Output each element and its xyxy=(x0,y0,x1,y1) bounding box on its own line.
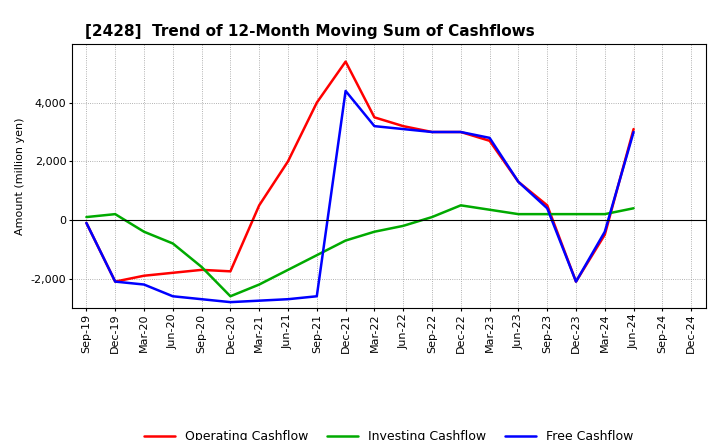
Operating Cashflow xyxy=(485,138,494,143)
Operating Cashflow xyxy=(514,179,523,184)
Operating Cashflow xyxy=(456,129,465,135)
Investing Cashflow xyxy=(82,214,91,220)
Operating Cashflow xyxy=(312,100,321,105)
Investing Cashflow xyxy=(255,282,264,287)
Operating Cashflow xyxy=(168,270,177,275)
Operating Cashflow xyxy=(255,203,264,208)
Operating Cashflow xyxy=(82,220,91,226)
Investing Cashflow xyxy=(284,267,292,272)
Investing Cashflow xyxy=(572,212,580,217)
Operating Cashflow xyxy=(341,59,350,64)
Operating Cashflow xyxy=(111,279,120,284)
Operating Cashflow xyxy=(600,232,609,237)
Investing Cashflow xyxy=(543,212,552,217)
Investing Cashflow xyxy=(140,229,148,235)
Free Cashflow xyxy=(341,88,350,94)
Free Cashflow xyxy=(600,229,609,235)
Free Cashflow xyxy=(140,282,148,287)
Free Cashflow xyxy=(485,135,494,140)
Free Cashflow xyxy=(197,297,206,302)
Operating Cashflow xyxy=(543,203,552,208)
Investing Cashflow xyxy=(629,205,638,211)
Investing Cashflow xyxy=(111,212,120,217)
Free Cashflow xyxy=(629,129,638,135)
Y-axis label: Amount (million yen): Amount (million yen) xyxy=(15,117,25,235)
Free Cashflow xyxy=(111,279,120,284)
Investing Cashflow xyxy=(341,238,350,243)
Free Cashflow xyxy=(514,179,523,184)
Investing Cashflow xyxy=(370,229,379,235)
Line: Investing Cashflow: Investing Cashflow xyxy=(86,205,634,296)
Investing Cashflow xyxy=(168,241,177,246)
Legend: Operating Cashflow, Investing Cashflow, Free Cashflow: Operating Cashflow, Investing Cashflow, … xyxy=(139,425,639,440)
Free Cashflow xyxy=(255,298,264,303)
Free Cashflow xyxy=(82,220,91,226)
Line: Operating Cashflow: Operating Cashflow xyxy=(86,62,634,282)
Operating Cashflow xyxy=(370,115,379,120)
Free Cashflow xyxy=(370,124,379,129)
Investing Cashflow xyxy=(197,264,206,270)
Operating Cashflow xyxy=(428,129,436,135)
Operating Cashflow xyxy=(629,126,638,132)
Operating Cashflow xyxy=(197,267,206,272)
Investing Cashflow xyxy=(600,212,609,217)
Free Cashflow xyxy=(543,205,552,211)
Investing Cashflow xyxy=(514,212,523,217)
Investing Cashflow xyxy=(312,253,321,258)
Free Cashflow xyxy=(284,297,292,302)
Line: Free Cashflow: Free Cashflow xyxy=(86,91,634,302)
Investing Cashflow xyxy=(399,223,408,228)
Text: [2428]  Trend of 12-Month Moving Sum of Cashflows: [2428] Trend of 12-Month Moving Sum of C… xyxy=(85,24,534,39)
Free Cashflow xyxy=(168,293,177,299)
Free Cashflow xyxy=(399,126,408,132)
Free Cashflow xyxy=(428,129,436,135)
Investing Cashflow xyxy=(485,207,494,213)
Investing Cashflow xyxy=(456,203,465,208)
Operating Cashflow xyxy=(284,159,292,164)
Investing Cashflow xyxy=(428,214,436,220)
Investing Cashflow xyxy=(226,293,235,299)
Operating Cashflow xyxy=(226,269,235,274)
Free Cashflow xyxy=(456,129,465,135)
Operating Cashflow xyxy=(399,124,408,129)
Operating Cashflow xyxy=(140,273,148,279)
Free Cashflow xyxy=(572,279,580,284)
Free Cashflow xyxy=(312,293,321,299)
Operating Cashflow xyxy=(572,279,580,284)
Free Cashflow xyxy=(226,300,235,305)
